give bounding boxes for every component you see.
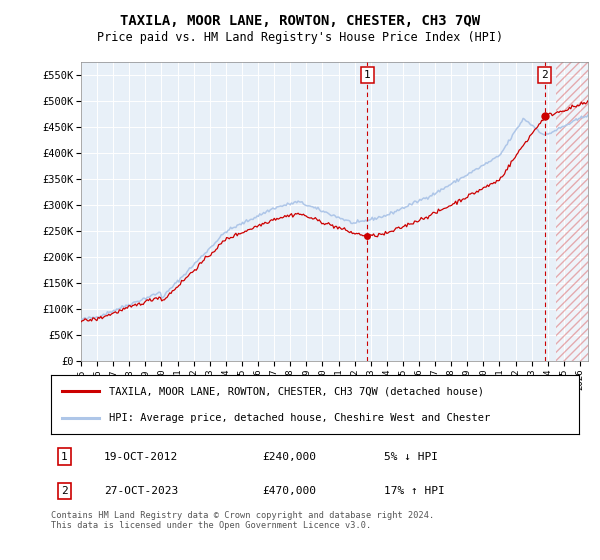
Text: 17% ↑ HPI: 17% ↑ HPI [383, 486, 445, 496]
Text: Price paid vs. HM Land Registry's House Price Index (HPI): Price paid vs. HM Land Registry's House … [97, 31, 503, 44]
Text: TAXILA, MOOR LANE, ROWTON, CHESTER, CH3 7QW (detached house): TAXILA, MOOR LANE, ROWTON, CHESTER, CH3 … [109, 386, 484, 396]
Text: HPI: Average price, detached house, Cheshire West and Chester: HPI: Average price, detached house, Ches… [109, 413, 490, 423]
Text: 1: 1 [364, 70, 371, 80]
Text: 2: 2 [541, 70, 548, 80]
Text: 27-OCT-2023: 27-OCT-2023 [104, 486, 178, 496]
Text: TAXILA, MOOR LANE, ROWTON, CHESTER, CH3 7QW: TAXILA, MOOR LANE, ROWTON, CHESTER, CH3 … [120, 14, 480, 28]
Text: £240,000: £240,000 [262, 451, 316, 461]
Text: 2: 2 [61, 486, 68, 496]
Text: Contains HM Land Registry data © Crown copyright and database right 2024.
This d: Contains HM Land Registry data © Crown c… [51, 511, 434, 530]
Text: 5% ↓ HPI: 5% ↓ HPI [383, 451, 437, 461]
Text: £470,000: £470,000 [262, 486, 316, 496]
Text: 1: 1 [61, 451, 68, 461]
Text: 19-OCT-2012: 19-OCT-2012 [104, 451, 178, 461]
